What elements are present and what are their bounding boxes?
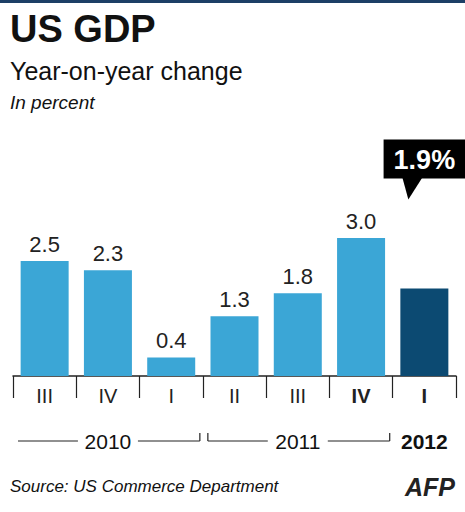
svg-text:III: III xyxy=(36,385,53,407)
svg-text:2010: 2010 xyxy=(85,430,132,453)
svg-text:3.0: 3.0 xyxy=(346,209,377,234)
svg-text:I: I xyxy=(168,385,174,407)
svg-text:II: II xyxy=(229,385,240,407)
svg-text:2.5: 2.5 xyxy=(29,232,60,257)
svg-text:2.3: 2.3 xyxy=(93,241,124,266)
svg-text:0.4: 0.4 xyxy=(156,328,187,353)
svg-text:Year-on-year change: Year-on-year change xyxy=(10,57,243,85)
svg-text:2012: 2012 xyxy=(401,430,448,453)
svg-text:1.8: 1.8 xyxy=(282,264,313,289)
svg-text:IV: IV xyxy=(98,385,118,407)
svg-text:US GDP: US GDP xyxy=(10,8,156,50)
svg-text:AFP: AFP xyxy=(404,473,455,501)
svg-text:IV: IV xyxy=(352,385,372,407)
svg-text:In percent: In percent xyxy=(10,92,95,113)
svg-text:1.9%: 1.9% xyxy=(394,145,456,175)
svg-text:Source: US Commerce Department: Source: US Commerce Department xyxy=(10,477,280,496)
svg-text:I: I xyxy=(422,385,428,407)
svg-text:1.3: 1.3 xyxy=(219,287,250,312)
svg-text:2011: 2011 xyxy=(275,430,320,453)
svg-text:III: III xyxy=(289,385,306,407)
